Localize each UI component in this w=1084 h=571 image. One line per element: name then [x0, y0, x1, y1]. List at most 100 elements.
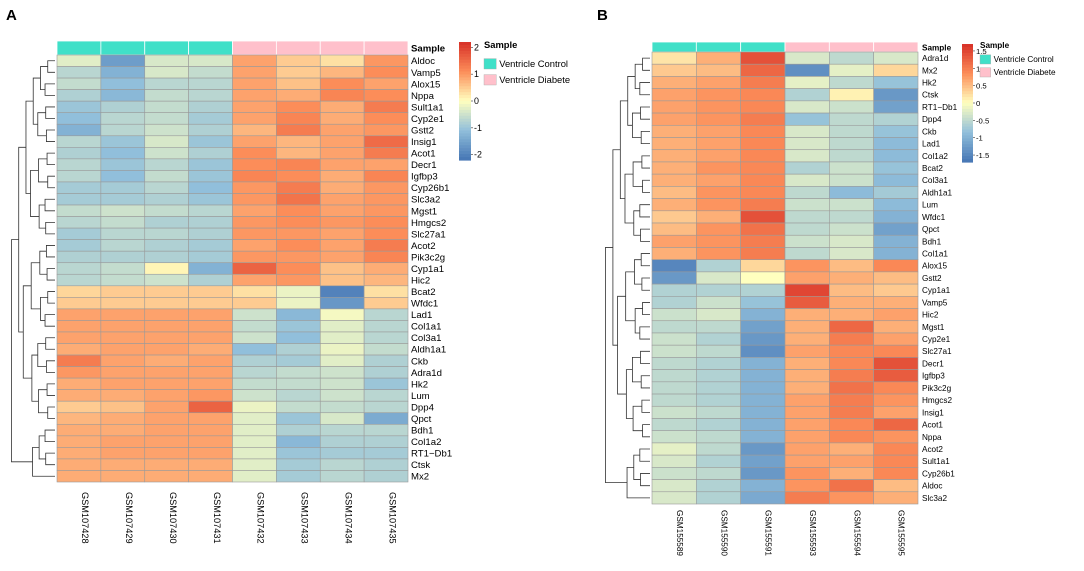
heatmap-cell	[144, 204, 189, 217]
heatmap-cell	[696, 454, 741, 468]
heatmap-cell	[873, 393, 919, 407]
dendrogram-branch	[625, 271, 636, 322]
heatmap-cell	[319, 343, 365, 356]
panel-label: B	[597, 7, 608, 24]
row-label: Col1a2	[922, 152, 948, 161]
heatmap-cell	[363, 77, 409, 90]
row-label: Hic2	[411, 275, 430, 286]
colorbar-segment	[459, 65, 471, 70]
row-label: Gstt2	[411, 125, 434, 136]
colorbar-segment	[459, 121, 471, 126]
heatmap-cell	[276, 343, 321, 356]
heatmap-cell	[784, 479, 830, 493]
column-label: GSM107432	[256, 492, 266, 544]
heatmap-cell	[740, 210, 786, 224]
heatmap-cell	[56, 470, 102, 483]
dendrogram-branch	[30, 170, 40, 217]
colorbar-segment	[962, 126, 973, 131]
heatmap-cell	[784, 296, 830, 309]
heatmap-cell	[232, 100, 277, 114]
heatmap-cell	[232, 470, 277, 483]
heatmap-cell	[188, 320, 233, 333]
heatmap-cell	[651, 137, 697, 151]
row-label: Acot2	[922, 445, 943, 454]
row-label: Vamp5	[922, 298, 948, 307]
row-label: Lum	[411, 391, 430, 402]
heatmap-cell	[56, 343, 102, 356]
heatmap-cell	[873, 173, 919, 187]
heatmap-cell	[651, 381, 697, 395]
heatmap-cell	[363, 54, 409, 67]
dendrogram-branch	[642, 424, 650, 438]
heatmap-cell	[363, 112, 409, 125]
heatmap-cell	[144, 308, 189, 321]
heatmap-cell	[232, 331, 277, 344]
sample-annotation-cell	[695, 41, 742, 53]
colorbar-segment	[962, 58, 973, 63]
dendrogram-branch	[642, 57, 650, 71]
heatmap-cell	[56, 250, 102, 264]
heatmap-cell	[319, 400, 365, 414]
heatmap-cell	[319, 123, 365, 137]
heatmap-cell	[144, 135, 189, 148]
heatmap-cell	[784, 369, 830, 383]
heatmap-cell	[363, 297, 409, 310]
heatmap-cell	[873, 112, 919, 126]
legend-label: Ventricle Control	[499, 58, 568, 69]
heatmap-cell	[100, 112, 146, 125]
heatmap-cell	[144, 262, 189, 275]
heatmap-cell	[232, 389, 277, 402]
heatmap-cell	[363, 147, 409, 160]
heatmap-cell	[651, 112, 697, 126]
heatmap-cell	[188, 250, 233, 264]
heatmap-cell	[232, 158, 277, 171]
row-label: Insig1	[411, 137, 437, 148]
heatmap-cell	[696, 418, 741, 432]
heatmap-cell	[319, 308, 365, 321]
heatmap-cell	[829, 430, 874, 444]
heatmap-cell	[784, 344, 830, 358]
colorbar-segment	[962, 159, 973, 163]
colorbar-segment	[459, 151, 471, 155]
colorbar-segment	[962, 144, 973, 148]
row-label: Slc27a1	[922, 347, 952, 356]
colorbar-tick-label: -2	[474, 150, 482, 160]
heatmap-cell	[829, 381, 874, 395]
heatmap-cell	[319, 216, 365, 229]
row-label: Aldoc	[411, 56, 435, 67]
heatmap-cell	[873, 442, 919, 456]
heatmap-cell	[276, 389, 321, 402]
heatmap-cell	[232, 170, 277, 183]
colorbar-segment	[962, 156, 973, 160]
row-label: Hmgcs2	[411, 218, 446, 229]
row-label: Slc3a2	[922, 494, 947, 503]
heatmap-cell	[188, 54, 233, 67]
row-label: Bcat2	[411, 287, 436, 298]
heatmap-cell	[363, 170, 409, 183]
heatmap-cell	[363, 320, 409, 333]
heatmap-cell	[829, 88, 874, 102]
heatmap-cell	[56, 389, 102, 402]
sample-annotation-cell	[873, 41, 919, 53]
heatmap-cell	[56, 66, 102, 79]
heatmap-cell	[696, 357, 741, 370]
heatmap-cell	[784, 357, 830, 370]
legend-swatch	[979, 67, 991, 78]
heatmap-cell	[188, 123, 233, 137]
heatmap-cell	[651, 124, 697, 138]
heatmap-cell	[188, 262, 233, 275]
heatmap-cell	[144, 366, 189, 379]
row-label: Bcat2	[922, 164, 943, 173]
heatmap-cell	[784, 283, 830, 297]
heatmap-cell	[829, 100, 874, 114]
heatmap-cell	[232, 273, 277, 287]
heatmap-cell	[740, 173, 786, 187]
heatmap-cell	[740, 454, 786, 468]
colorbar-segment	[962, 141, 973, 145]
heatmap-cell	[144, 54, 189, 67]
heatmap-cell	[696, 344, 741, 358]
heatmap-cell	[651, 198, 697, 212]
heatmap-cell	[276, 447, 321, 460]
heatmap-cell	[144, 435, 189, 448]
legend-swatch	[483, 58, 497, 70]
